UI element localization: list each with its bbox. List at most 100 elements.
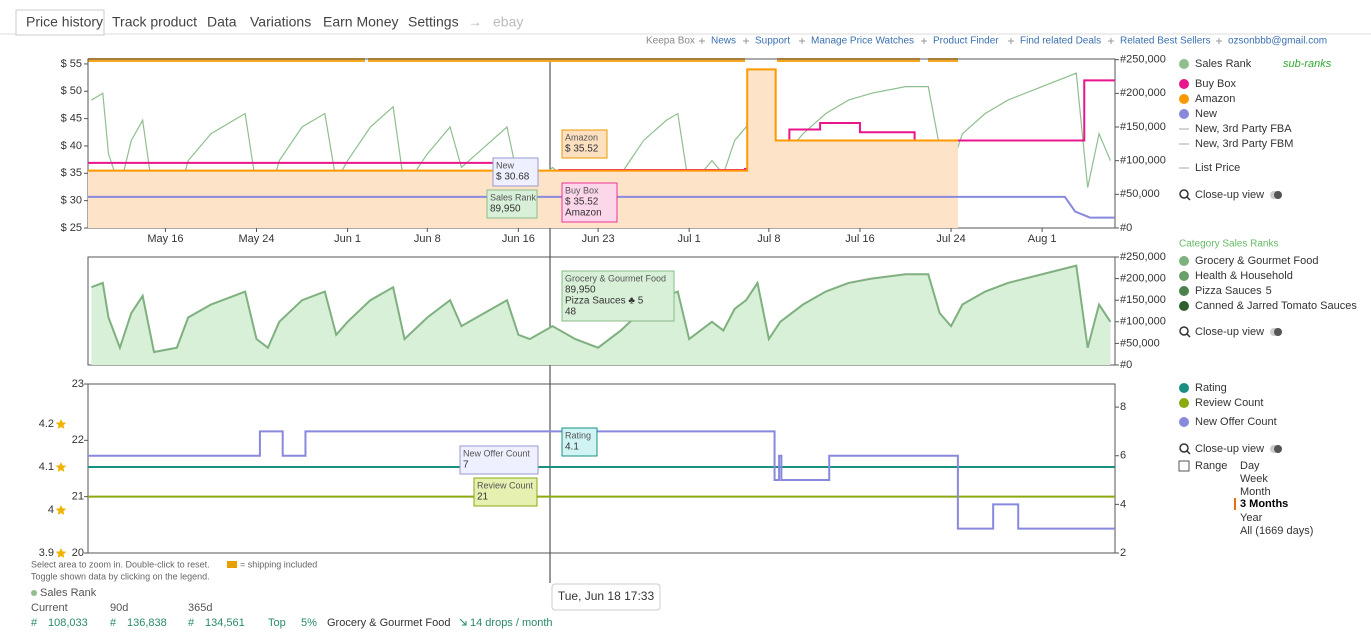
tooltip-text: 48 <box>565 307 577 318</box>
range-label[interactable]: Range <box>1195 460 1227 472</box>
availability-strip <box>88 58 365 62</box>
legend-label[interactable]: Grocery & Gourmet Food <box>1195 255 1319 267</box>
tab[interactable]: Earn Money <box>323 14 398 30</box>
x-tick-label: Aug 1 <box>1028 233 1057 245</box>
tab[interactable]: ebay <box>493 14 523 30</box>
magnifier <box>1179 443 1189 453</box>
legend-dot[interactable] <box>1179 79 1189 89</box>
legend-label[interactable]: Health & Household <box>1195 270 1293 282</box>
legend-dot[interactable] <box>1179 383 1189 393</box>
tooltip-text: $ 30.68 <box>496 172 530 183</box>
tooltip-box <box>492 157 539 187</box>
y-tick-label: $ 30 <box>61 195 82 207</box>
legend-label[interactable]: List Price <box>1195 162 1240 174</box>
series-line <box>88 68 958 172</box>
table-cell: 134,561 <box>205 617 245 629</box>
tooltip-text: New Offer Count <box>463 448 530 458</box>
x-tick-label: Jun 16 <box>502 233 535 245</box>
truck-icon <box>227 561 237 568</box>
legend-dot[interactable] <box>1179 109 1189 119</box>
y-tick-label: $ 45 <box>61 113 82 125</box>
rating-tick-label: 3.9 <box>39 547 54 559</box>
legend-label[interactable]: Buy Box <box>1195 78 1236 90</box>
top-link[interactable]: Product Finder <box>933 36 999 47</box>
magnifier-handle <box>1186 196 1191 201</box>
legend-label[interactable]: Canned & Jarred Tomato Sauces <box>1195 300 1357 312</box>
tooltip-text: Amazon <box>565 132 598 142</box>
series-line <box>91 264 1112 354</box>
legend-dot[interactable] <box>1179 94 1189 104</box>
x-tick-label: Jun 1 <box>334 233 361 245</box>
legend-dot[interactable] <box>1179 59 1189 69</box>
y2-tick-label: 4 <box>1120 498 1126 510</box>
legend-label[interactable]: New, 3rd Party FBA <box>1195 123 1292 135</box>
range-option[interactable]: Year <box>1240 512 1263 524</box>
y2-tick-label: #150,000 <box>1120 121 1166 133</box>
tab[interactable]: Data <box>207 14 237 30</box>
tooltip-text: Pizza Sauces ♣ 5 <box>565 296 644 307</box>
closeup-label[interactable]: Close-up view <box>1195 189 1264 201</box>
top-link[interactable]: Related Best Sellers <box>1120 36 1211 47</box>
tooltip-text: $ 35.52 <box>565 144 599 155</box>
top-link[interactable]: Keepa Box <box>646 36 695 47</box>
y2-tick-label: 6 <box>1120 450 1126 462</box>
top-link[interactable]: Manage Price Watches <box>811 36 914 47</box>
range-option[interactable]: All (1669 days) <box>1240 525 1313 537</box>
top-link[interactable]: News <box>711 36 736 47</box>
tab[interactable]: Settings <box>408 14 459 30</box>
tab[interactable]: → <box>468 14 482 30</box>
y2-tick-label: #200,000 <box>1120 87 1166 99</box>
calendar-icon <box>1178 460 1190 472</box>
top-link[interactable]: ozsonbbb@gmail.com <box>1228 36 1327 47</box>
y-tick-label: 21 <box>72 491 84 503</box>
legend-suffix: 5 <box>1266 285 1272 297</box>
tooltip-text: 89,950 <box>565 285 596 296</box>
legend-dot[interactable] <box>1179 271 1189 281</box>
x-tick-label: May 24 <box>238 233 274 245</box>
magnifier-handle <box>1186 450 1191 455</box>
legend-label[interactable]: Amazon <box>1195 93 1235 105</box>
tab[interactable]: Variations <box>250 14 311 30</box>
series-area <box>91 265 1111 365</box>
range-option[interactable]: Week <box>1240 473 1268 485</box>
legend-dot[interactable] <box>1179 398 1189 408</box>
legend-label[interactable]: New Offer Count <box>1195 416 1277 428</box>
legend-dot[interactable] <box>1179 256 1189 266</box>
legend-label[interactable]: New <box>1195 108 1217 120</box>
top-link[interactable]: Support <box>755 36 790 47</box>
legend-label[interactable]: Sales Rank <box>1195 58 1252 70</box>
legend-dot[interactable] <box>1179 286 1189 296</box>
range-option[interactable]: Month <box>1240 486 1271 498</box>
closeup-label[interactable]: Close-up view <box>1195 326 1264 338</box>
tooltip-text: Amazon <box>565 208 602 219</box>
legend-dot[interactable] <box>1179 301 1189 311</box>
x-tick-label: Jun 8 <box>414 233 441 245</box>
legend-label[interactable]: Pizza Sauces <box>1195 285 1262 297</box>
tooltip-box <box>486 189 538 219</box>
legend-dot[interactable] <box>1179 417 1189 427</box>
table-cell: Grocery & Gourmet Food <box>327 617 451 629</box>
range-option[interactable]: 3 Months <box>1240 498 1288 510</box>
tooltip-box <box>561 129 608 159</box>
tab[interactable]: Track product <box>112 14 197 30</box>
legend-label[interactable]: Review Count <box>1195 397 1263 409</box>
toggle-knob <box>1274 191 1282 199</box>
series-area <box>88 69 958 228</box>
closeup-label[interactable]: Close-up view <box>1195 443 1264 455</box>
y-tick-label: $ 35 <box>61 167 82 179</box>
x-tick-label: May 16 <box>147 233 183 245</box>
legend-label[interactable]: New, 3rd Party FBM <box>1195 138 1293 150</box>
availability-strip <box>777 58 920 62</box>
tooltip-text: Sales Rank <box>490 192 537 202</box>
tab[interactable]: Price history <box>26 14 103 30</box>
table-cell: 108,033 <box>48 617 88 629</box>
date-tooltip: Tue, Jun 18 17:33 <box>558 589 655 603</box>
top-link[interactable]: Find related Deals <box>1020 36 1101 47</box>
tooltip-text: $ 35.52 <box>565 197 599 208</box>
range-option[interactable]: Day <box>1240 460 1260 472</box>
sub-ranks[interactable]: sub-ranks <box>1283 58 1332 70</box>
tooltip-text: Buy Box <box>565 185 599 195</box>
legend-label[interactable]: Rating <box>1195 382 1227 394</box>
table-header: Current <box>31 602 68 614</box>
